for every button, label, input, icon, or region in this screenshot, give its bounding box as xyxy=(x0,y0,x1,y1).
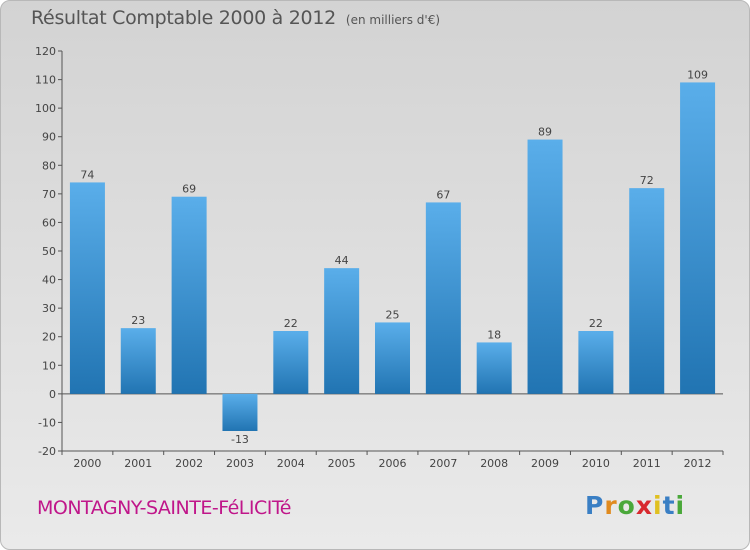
y-tick-label: 110 xyxy=(35,74,56,87)
x-tick-label-2012: 2012 xyxy=(684,457,712,470)
bar-2009 xyxy=(527,139,563,394)
value-label-2000: 74 xyxy=(80,168,94,181)
x-tick-label-2007: 2007 xyxy=(429,457,457,470)
bar-2005 xyxy=(324,268,360,394)
value-label-2011: 72 xyxy=(640,174,654,187)
bar-2007 xyxy=(425,202,461,394)
y-tick-label: 10 xyxy=(42,359,56,372)
proxiti-logo: Proxiti xyxy=(585,491,685,520)
value-label-2004: 22 xyxy=(284,317,298,330)
chart-title: Résultat Comptable 2000 à 2012 (en millie… xyxy=(31,7,440,29)
x-tick-label-2006: 2006 xyxy=(379,457,407,470)
value-label-2006: 25 xyxy=(386,308,400,321)
value-label-2007: 67 xyxy=(436,188,450,201)
logo-letter: r xyxy=(604,491,618,520)
y-tick-label: 40 xyxy=(42,274,56,287)
x-tick-label-2005: 2005 xyxy=(328,457,356,470)
y-tick-label: 120 xyxy=(35,45,56,58)
bar-2010 xyxy=(578,331,614,394)
y-tick-label: 100 xyxy=(35,102,56,115)
y-tick-label: 60 xyxy=(42,216,56,229)
x-tick-label-2002: 2002 xyxy=(175,457,203,470)
bar-2004 xyxy=(273,331,309,394)
bar-2008 xyxy=(476,342,512,394)
y-tick-label: -10 xyxy=(38,416,56,429)
value-label-2012: 109 xyxy=(687,68,708,81)
logo-letter: o xyxy=(617,491,636,520)
y-tick-label: -20 xyxy=(38,445,56,458)
logo-letter: P xyxy=(585,491,605,520)
y-tick-label: 20 xyxy=(42,331,56,344)
y-tick-label: 70 xyxy=(42,188,56,201)
value-label-2010: 22 xyxy=(589,317,603,330)
bar-2006 xyxy=(375,322,410,394)
value-label-2003: -13 xyxy=(231,433,249,446)
x-tick-label-2001: 2001 xyxy=(124,457,152,470)
value-label-2008: 18 xyxy=(487,328,501,341)
x-tick-label-2010: 2010 xyxy=(582,457,610,470)
x-tick-label-2009: 2009 xyxy=(531,457,559,470)
bar-2002 xyxy=(171,196,207,394)
commune-name: MONTAGNY-SAINTE-FéLICITé xyxy=(37,497,291,519)
value-label-2001: 23 xyxy=(131,314,145,327)
chart-unit: (en milliers d'€) xyxy=(345,13,441,27)
x-tick-label-2000: 2000 xyxy=(73,457,101,470)
x-tick-label-2008: 2008 xyxy=(480,457,508,470)
logo-letter: i xyxy=(653,491,663,520)
x-tick-label-2004: 2004 xyxy=(277,457,305,470)
x-tick-label-2011: 2011 xyxy=(633,457,661,470)
bar-2012 xyxy=(680,82,716,394)
value-label-2009: 89 xyxy=(538,126,552,139)
y-tick-label: 50 xyxy=(42,245,56,258)
logo-letter: t xyxy=(662,491,676,520)
bar-2001 xyxy=(120,328,156,394)
x-tick-label-2003: 2003 xyxy=(226,457,254,470)
y-tick-label: 30 xyxy=(42,302,56,315)
logo-letter: i xyxy=(675,491,686,520)
bar-2011 xyxy=(629,188,665,394)
bar-2000 xyxy=(69,182,105,394)
logo-letter: x xyxy=(635,491,653,520)
value-label-2005: 44 xyxy=(335,254,349,267)
bar-2003 xyxy=(222,393,258,431)
y-tick-label: 0 xyxy=(49,388,56,401)
y-tick-label: 90 xyxy=(42,131,56,144)
value-label-2002: 69 xyxy=(182,183,196,196)
y-tick-label: 80 xyxy=(42,159,56,172)
chart-title-text: Résultat Comptable 2000 à 2012 xyxy=(31,7,336,29)
